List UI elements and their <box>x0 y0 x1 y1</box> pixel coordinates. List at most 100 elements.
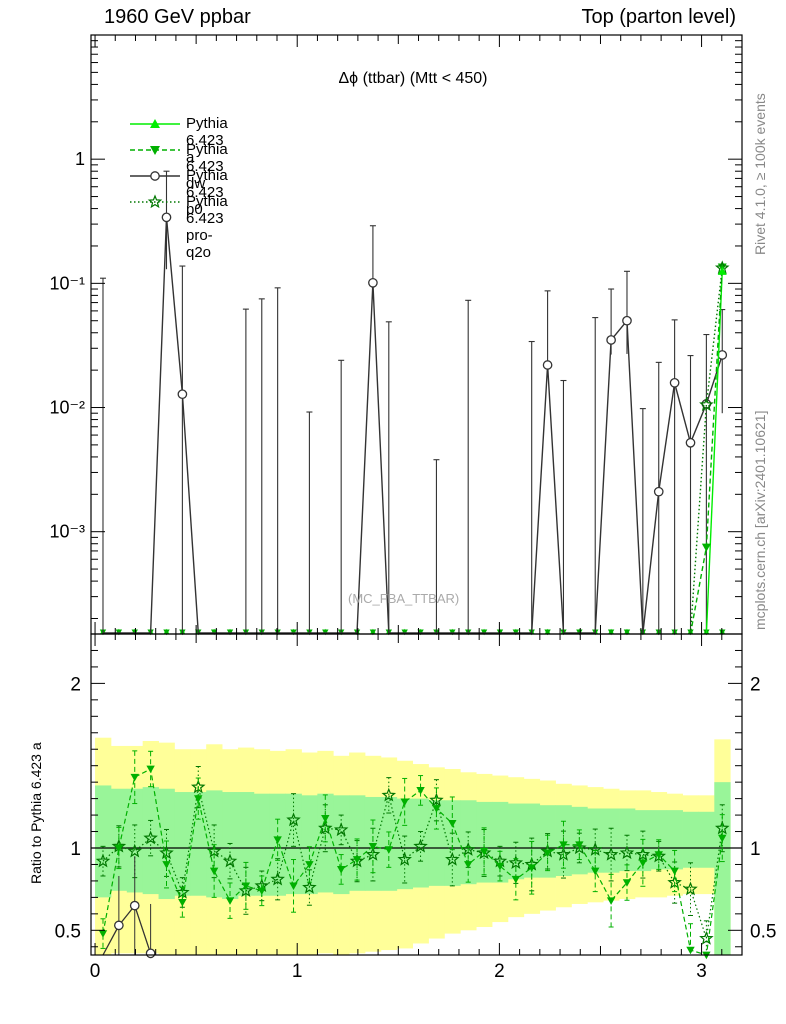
ratio-band-inner <box>682 811 699 868</box>
header-process-label: Top (parton level) <box>581 6 736 28</box>
dw-ratio-marker <box>638 859 648 868</box>
dw-ratio-marker <box>146 765 155 774</box>
a-line <box>705 271 723 635</box>
ratio-y-tick-label-right: 0.5 <box>750 921 776 942</box>
ratio-band-inner <box>587 808 604 873</box>
dw-ratio-marker <box>98 930 108 938</box>
y-tick-label: 1 <box>75 149 85 169</box>
legend-marker-p0 <box>150 171 160 181</box>
ratio-band-inner <box>253 793 271 896</box>
dw-ratio-marker <box>257 887 266 895</box>
ratio-band-inner <box>126 788 144 893</box>
ratio-y-tick-label-left: 2 <box>70 674 81 695</box>
p0-marker <box>177 389 188 400</box>
q2o-ratio-marker <box>159 845 174 860</box>
dw-ratio-marker <box>718 834 727 843</box>
q2o-ratio-marker <box>397 851 412 866</box>
dw-ratio-marker <box>241 882 251 891</box>
plot-title: Δϕ (ttbar) (Mtt < 450) <box>338 70 488 87</box>
p0-marker <box>542 360 553 370</box>
dw-ratio-marker <box>622 879 632 887</box>
dw-ratio-marker <box>368 842 378 851</box>
dw-ratio-marker <box>209 867 219 876</box>
x-tick-label: 2 <box>494 961 505 982</box>
a-marker <box>717 266 727 275</box>
ratio-plot-panel: 0.5 0.5 1 1 2 2 0 1 2 3 <box>55 633 776 982</box>
q2o-ratio-marker <box>445 851 460 866</box>
rivet-version-label: Rivet 4.1.0, ≥ 100k events <box>752 93 768 255</box>
q2o-ratio-marker <box>238 883 254 897</box>
ratio-y-axis-label: Ratio to Pythia 6.423 a <box>28 742 44 884</box>
legend-swatch-pro-q2o <box>130 194 180 209</box>
ratio-band-inner <box>222 792 239 900</box>
p0-ratio-marker <box>145 948 156 959</box>
marker-dw-zero <box>607 629 615 636</box>
p0-marker <box>653 486 664 497</box>
main-plot-panel: 10⁻³ 10⁻² 10⁻¹ 1 <box>49 34 743 636</box>
dw-ratio-marker <box>448 819 457 828</box>
legend-swatch-a <box>130 119 180 128</box>
ratio-band-inner <box>666 810 683 870</box>
p0-marker <box>685 437 696 448</box>
q2o-ratio-marker <box>508 855 524 869</box>
q2o-ratio-marker <box>286 812 301 827</box>
q2o-line <box>689 267 723 635</box>
dw-ratio-marker <box>305 861 314 869</box>
dw-ratio-marker <box>289 882 298 891</box>
legend-label-dw: Pythia 6.423 dw <box>186 141 228 192</box>
dw-ratio-marker <box>178 898 187 907</box>
q2o-ratio-marker <box>222 853 238 868</box>
q2o-ratio-line <box>102 786 723 939</box>
q2o-ratio-marker <box>460 842 476 856</box>
dw-ratio-marker <box>162 861 171 869</box>
dw-ratio-marker <box>432 805 441 813</box>
q2o-ratio-marker <box>270 871 285 886</box>
dw-ratio-marker <box>670 867 679 876</box>
legend-swatch-dw <box>130 146 180 155</box>
q2o-ratio-marker <box>603 846 619 861</box>
q2o-ratio-marker <box>365 846 381 861</box>
q2o-ratio-marker <box>413 838 428 853</box>
ratio-band-inner <box>396 798 414 890</box>
y-tick-label: 10⁻³ <box>49 522 85 542</box>
ratio-band-inner <box>539 805 556 878</box>
ratio-band-inner <box>698 811 715 868</box>
p0-marker <box>368 277 378 288</box>
legend-label-a: Pythia 6.423 a <box>186 115 228 166</box>
dw-ratio-marker <box>527 864 536 872</box>
q2o-ratio-marker <box>143 830 158 845</box>
p0-marker <box>606 335 616 345</box>
dw-ratio-marker <box>606 897 616 905</box>
dw-ratio-marker <box>400 798 409 807</box>
dw-ratio-marker <box>463 861 473 869</box>
ratio-band-inner <box>95 785 112 898</box>
legend-label-p0: Pythia 6.423 p0 <box>186 167 228 218</box>
dw-ratio-marker <box>194 795 203 803</box>
dw-ratio-marker <box>114 844 124 853</box>
q2o-ratio-marker <box>683 881 698 896</box>
y-tick-label: 10⁻¹ <box>49 273 85 293</box>
legend-label-pro-q2o: Pythia 6.423 pro-q2o <box>186 193 228 261</box>
q2o-marker <box>699 397 714 412</box>
x-tick-label: 1 <box>292 961 303 982</box>
dw-ratio-marker <box>559 841 568 849</box>
ratio-band-inner <box>428 800 445 886</box>
dw-ratio-marker <box>495 862 505 871</box>
ratio-band-inner <box>317 793 334 893</box>
dw-ratio-marker <box>352 856 362 864</box>
q2o-ratio-marker <box>429 792 444 807</box>
p0-marker <box>622 315 632 326</box>
dw-ratio-marker <box>225 897 235 905</box>
q2o-ratio-marker <box>619 845 635 860</box>
ratio-band-inner <box>206 790 223 898</box>
x-tick-label: 3 <box>696 961 707 982</box>
ratio-band-inner <box>412 798 429 888</box>
q2o-ratio-marker <box>302 879 317 894</box>
analysis-watermark: (MC_FBA_TTBAR) <box>348 591 460 606</box>
marker-dw-zero <box>544 629 551 636</box>
legend-marker-dw <box>150 146 160 155</box>
legend-marker-q2o <box>147 194 163 209</box>
dw-marker <box>701 543 711 552</box>
dw-ratio-marker <box>591 867 600 876</box>
